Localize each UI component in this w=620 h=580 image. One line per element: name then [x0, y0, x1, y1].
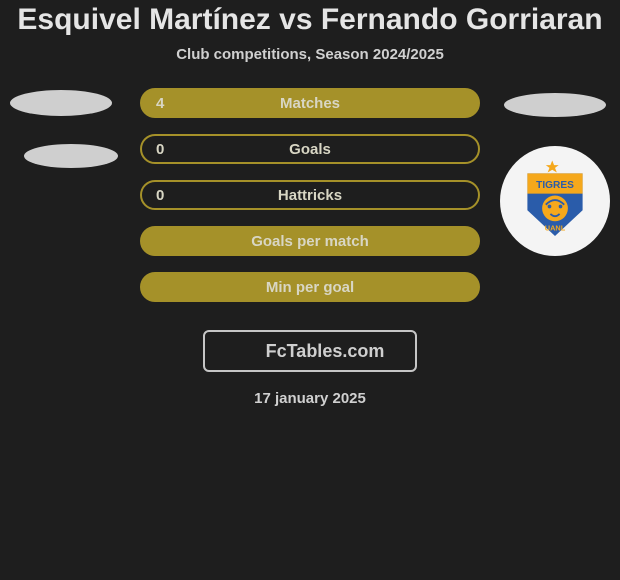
decor-ellipse-0: [10, 90, 112, 116]
barchart-icon: [236, 340, 260, 362]
stat-label: Goals: [142, 141, 478, 158]
stat-label: Matches: [142, 95, 478, 112]
brand-text: FcTables.com: [266, 341, 385, 362]
date-label: 17 january 2025: [0, 390, 620, 407]
stat-value: 0: [156, 187, 164, 204]
subtitle: Club competitions, Season 2024/2025: [0, 46, 620, 63]
stat-bar-goals: 0 Goals: [140, 134, 480, 164]
stat-bar-matches: 4 Matches: [140, 88, 480, 118]
star-icon: [546, 161, 559, 173]
tigres-shield-icon: TIGRES UANL: [509, 155, 601, 247]
tiger-eye-right-icon: [559, 205, 563, 209]
stat-label: Goals per match: [142, 233, 478, 250]
stat-value: 4: [156, 95, 164, 112]
stat-bars: 4 Matches 0 Goals 0 Hattricks Goals per …: [140, 88, 480, 318]
stat-label: Hattricks: [142, 187, 478, 204]
stat-bar-hattricks: 0 Hattricks: [140, 180, 480, 210]
infographic-container: Esquivel Martínez vs Fernando Gorriaran …: [0, 0, 620, 580]
stat-value: 0: [156, 141, 164, 158]
stat-label: Min per goal: [142, 279, 478, 296]
crest-text-top: TIGRES: [536, 180, 574, 191]
tiger-eye-left-icon: [548, 205, 552, 209]
decor-ellipse-1: [24, 144, 118, 168]
decor-ellipse-2: [504, 93, 606, 117]
stat-bar-mpg: Min per goal: [140, 272, 480, 302]
chart-area: TIGRES UANL 4 Matches 0 Goals 0 Hattrick…: [0, 88, 620, 318]
brand-box: FcTables.com: [203, 330, 417, 372]
stat-bar-gpm: Goals per match: [140, 226, 480, 256]
team-crest: TIGRES UANL: [500, 146, 610, 256]
crest-text-bottom: UANL: [545, 223, 566, 232]
page-title: Esquivel Martínez vs Fernando Gorriaran: [0, 3, 620, 36]
